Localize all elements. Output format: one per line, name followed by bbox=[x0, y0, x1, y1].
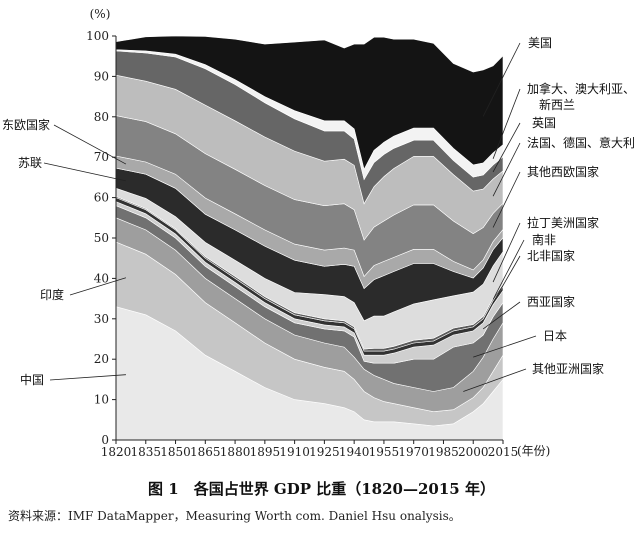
leader-line bbox=[492, 142, 521, 197]
x-tick-label: 1850 bbox=[160, 445, 191, 459]
leader-line bbox=[492, 222, 521, 283]
leader-line bbox=[492, 255, 521, 303]
x-tick-label: 1835 bbox=[130, 445, 161, 459]
series-label: 其他亚洲国家 bbox=[532, 361, 604, 376]
y-ticks: 0 10 20 30 40 50 60 70 80 90 100 bbox=[86, 29, 116, 447]
source-note: 资料来源：IMF DataMapper，Measuring Worth com.… bbox=[8, 509, 461, 523]
x-tick-label: 2000 bbox=[458, 445, 489, 459]
area-layers bbox=[115, 35, 504, 441]
x-tick-label: 1940 bbox=[339, 445, 370, 459]
x-tick-label: 1970 bbox=[398, 445, 429, 459]
series-label: 中国 bbox=[20, 372, 44, 387]
label-leader-lines bbox=[43, 42, 537, 392]
leader-line bbox=[492, 122, 521, 173]
area-15 bbox=[115, 35, 504, 171]
x-tick-label: 1985 bbox=[428, 445, 459, 459]
x-tick-label: 1895 bbox=[250, 445, 281, 459]
leader-line bbox=[492, 239, 525, 300]
series-label: 东欧国家 bbox=[2, 117, 50, 132]
y-tick-label: 80 bbox=[94, 110, 109, 124]
leader-line bbox=[492, 171, 521, 228]
x-tick-label: 1910 bbox=[279, 445, 310, 459]
series-label: 南非 bbox=[532, 232, 556, 247]
x-tick-label: 1880 bbox=[220, 445, 251, 459]
y-tick-label: 50 bbox=[94, 231, 109, 245]
series-label: 日本 bbox=[543, 329, 567, 343]
y-tick-label: 100 bbox=[86, 29, 109, 43]
leader-line bbox=[49, 374, 126, 381]
y-axis-unit: (%) bbox=[90, 7, 111, 21]
y-tick-label: 0 bbox=[101, 433, 109, 447]
x-ticks: 1820 1835 1850 1865 1880 1895 1910 1925 1940 1955… bbox=[101, 440, 519, 459]
series-label: 英国 bbox=[532, 116, 556, 130]
y-tick-label: 30 bbox=[94, 312, 109, 326]
series-label: 西亚国家 bbox=[527, 294, 575, 309]
y-tick-label: 20 bbox=[94, 352, 109, 366]
series-label: 印度 bbox=[40, 287, 64, 302]
leader-line bbox=[43, 162, 127, 182]
leader-line bbox=[482, 301, 521, 330]
x-tick-label: 1865 bbox=[190, 445, 221, 459]
x-tick-label: 2015 bbox=[488, 445, 519, 459]
y-tick-label: 90 bbox=[94, 69, 109, 83]
y-tick-label: 60 bbox=[94, 191, 109, 205]
series-label: 法国、德国、意大利 bbox=[527, 135, 635, 150]
x-tick-label: 1820 bbox=[101, 445, 132, 459]
leader-line bbox=[463, 368, 527, 392]
series-label: 拉丁美洲国家 bbox=[527, 215, 599, 230]
x-tick-label: 1955 bbox=[369, 445, 400, 459]
leader-line bbox=[69, 277, 127, 296]
series-labels: 美国加拿大、澳大利亚、新西兰英国法国、德国、意大利其他西欧国家拉丁美洲国家南非北… bbox=[2, 36, 635, 387]
x-tick-label: 1925 bbox=[309, 445, 340, 459]
figure-caption: 图 1 各国占世界 GDP 比重（1820—2015 年） bbox=[148, 480, 495, 498]
series-label: 加拿大、澳大利亚、新西兰 bbox=[527, 81, 635, 112]
y-tick-label: 10 bbox=[94, 393, 109, 407]
leader-line bbox=[492, 88, 521, 159]
leader-line bbox=[473, 335, 537, 358]
leader-line bbox=[53, 124, 127, 165]
series-label: 苏联 bbox=[18, 156, 42, 170]
leader-line bbox=[482, 42, 521, 117]
series-label: 北非国家 bbox=[527, 248, 575, 263]
y-tick-label: 40 bbox=[94, 271, 109, 285]
series-label: 美国 bbox=[528, 36, 552, 50]
x-axis-unit: (年份) bbox=[517, 444, 550, 458]
series-label: 其他西欧国家 bbox=[527, 164, 599, 179]
y-tick-label: 70 bbox=[94, 150, 109, 164]
